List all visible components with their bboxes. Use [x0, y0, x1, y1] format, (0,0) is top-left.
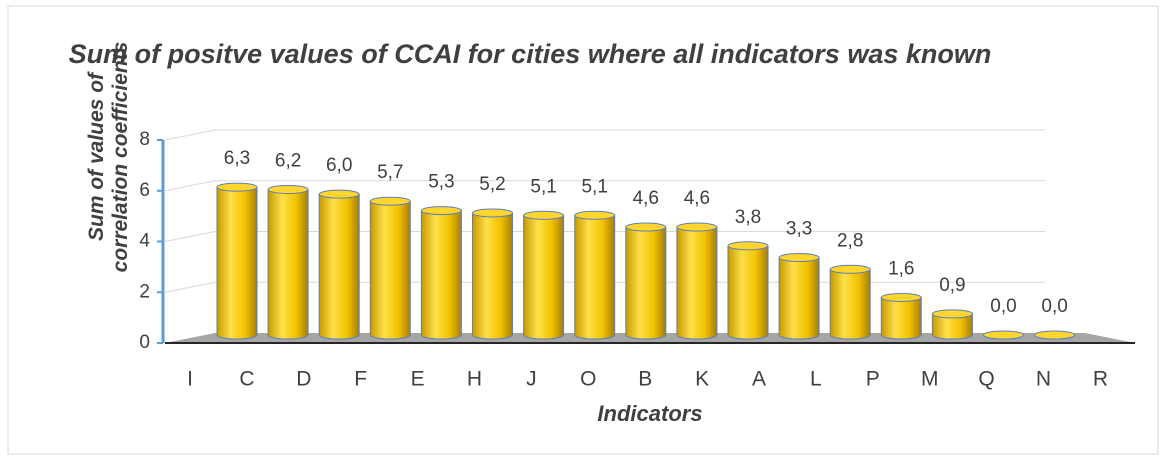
- bar-part: [574, 210, 616, 220]
- x-tick-label: A: [752, 368, 766, 391]
- bar-part: [420, 210, 462, 340]
- bar-part: [472, 212, 513, 340]
- data-label: 0,0: [990, 296, 1016, 317]
- bar-part: [931, 313, 973, 340]
- bar-part: [625, 226, 667, 340]
- y-tick-label: 4: [139, 231, 150, 252]
- data-label: 0,9: [939, 275, 965, 296]
- bar: [1034, 330, 1076, 340]
- bar-part: [1034, 330, 1076, 340]
- x-tick-label: K: [695, 368, 709, 391]
- data-label: 1,6: [888, 258, 914, 279]
- data-label: 6,3: [224, 148, 250, 169]
- bar-part: [369, 200, 411, 340]
- bar-part: [880, 292, 922, 302]
- bar: [931, 309, 973, 340]
- y-tick-label: 8: [139, 129, 150, 150]
- bar-part: [420, 206, 462, 216]
- bar: [676, 222, 718, 340]
- bar-part: [829, 264, 871, 274]
- x-tick-label: C: [239, 368, 254, 391]
- data-label: 5,1: [530, 176, 556, 197]
- bar-part: [523, 214, 565, 340]
- data-label: 0,0: [1041, 296, 1067, 317]
- data-label: 4,6: [684, 188, 710, 209]
- bar-part: [778, 253, 820, 263]
- bar: [267, 184, 309, 340]
- bar-part: [727, 241, 769, 251]
- data-label: 5,3: [428, 172, 454, 193]
- y-tick-label: 0: [139, 332, 150, 353]
- bar-part: [625, 222, 667, 232]
- bar: [420, 206, 462, 340]
- bar-part: [676, 222, 718, 232]
- bar-part: [727, 245, 769, 340]
- bar: [880, 292, 922, 340]
- data-label: 3,8: [735, 207, 761, 228]
- y-tick-label: 2: [139, 281, 150, 302]
- bar: [318, 189, 360, 340]
- bar: [523, 210, 565, 340]
- bar-part: [983, 330, 1024, 340]
- grid-line: [164, 231, 1045, 242]
- chart-title: Sum of positve values of CCAI for cities…: [68, 39, 992, 69]
- x-tick-label: F: [354, 368, 367, 391]
- x-tick-label: P: [866, 368, 880, 391]
- x-tick-label: J: [526, 368, 537, 391]
- bar: [216, 182, 258, 340]
- grid-line: [164, 180, 1045, 192]
- x-tick-label: M: [921, 368, 939, 391]
- bar-part: [523, 210, 565, 220]
- data-label: 6,0: [326, 155, 352, 176]
- bar: [472, 208, 513, 340]
- x-tick-label: H: [467, 368, 482, 391]
- x-tick-label: D: [296, 368, 311, 391]
- x-tick-label: Q: [978, 368, 994, 391]
- data-label: 5,2: [479, 174, 505, 195]
- bar: [625, 222, 667, 340]
- bar-part: [778, 257, 820, 340]
- bar: [369, 196, 411, 340]
- data-label: 2,8: [837, 230, 863, 251]
- x-tick-label: B: [638, 368, 652, 391]
- data-label: 5,7: [377, 162, 403, 183]
- bar-part: [267, 188, 309, 340]
- x-tick-label: N: [1036, 368, 1051, 391]
- x-tick-label: R: [1093, 368, 1108, 391]
- x-tick-label: O: [580, 368, 596, 391]
- bar-part: [216, 186, 258, 340]
- bar: [727, 241, 769, 340]
- y-axis-label: Sum of values of correlation coefficient…: [85, 41, 132, 273]
- x-tick-label: I: [187, 368, 193, 391]
- data-label: 3,3: [786, 219, 812, 240]
- bar-part: [216, 182, 258, 192]
- bar-part: [369, 196, 411, 206]
- bar: [574, 210, 616, 340]
- grid-line: [164, 129, 1045, 141]
- data-label: 5,1: [581, 176, 607, 197]
- bar-part: [676, 226, 718, 340]
- data-label: 6,2: [275, 150, 301, 171]
- bar-part: [472, 208, 513, 218]
- chart-border: [7, 5, 1159, 455]
- bar: [829, 264, 871, 340]
- bar-part: [931, 309, 973, 319]
- x-tick-label: E: [411, 368, 425, 391]
- y-tick-label: 6: [139, 180, 150, 201]
- x-axis-label: Indicators: [597, 401, 703, 426]
- bar-part: [880, 296, 922, 340]
- bar-part: [829, 268, 871, 340]
- bar-part: [318, 193, 360, 340]
- bar-part: [318, 189, 360, 199]
- bar-part: [267, 184, 309, 194]
- bar-part: [574, 214, 616, 340]
- x-tick-label: L: [810, 368, 822, 391]
- bar: [778, 253, 820, 340]
- bar: [982, 330, 1025, 340]
- data-label: 4,6: [633, 188, 659, 209]
